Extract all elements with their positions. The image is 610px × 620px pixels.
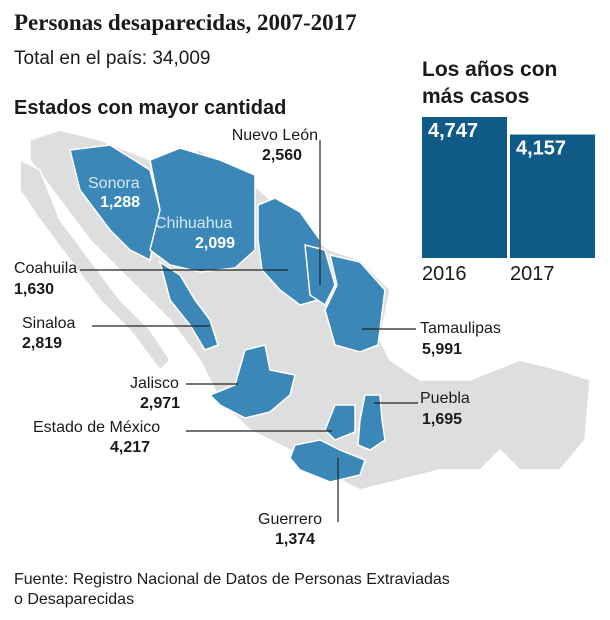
source: Fuente: Registro Nacional de Datos de Pe… — [14, 571, 450, 588]
source: o Desaparecidas — [14, 591, 134, 608]
state-labels: Nuevo León 2,560 Sonora 1,288 Chihuahua … — [14, 127, 501, 548]
state — [324, 404, 356, 441]
state — [158, 260, 219, 351]
state-value: 2,971 — [140, 395, 180, 412]
map-title: Estados con mayor cantidad — [14, 97, 286, 119]
bar-value-label: 4,747 — [428, 120, 478, 142]
land — [19, 158, 171, 372]
bar-chart: Los años con más casos — [422, 58, 557, 108]
state-name: Coahuila — [14, 260, 77, 277]
bar — [510, 134, 595, 258]
subtitle: Total en el país: 34,009 — [14, 48, 210, 69]
state — [149, 147, 256, 273]
chart-title: Los años con — [422, 58, 557, 81]
bar — [422, 117, 507, 258]
state-value: 1,695 — [422, 411, 462, 428]
bar-value-label: 4,157 — [516, 138, 566, 160]
state-value: 1,288 — [100, 194, 140, 211]
state-value: 4,217 — [110, 439, 150, 456]
state-name: Estado de México — [33, 419, 160, 436]
state-name: Guerrero — [258, 511, 322, 528]
state-name: Sonora — [88, 175, 140, 192]
state — [69, 144, 161, 262]
state-value: 1,630 — [14, 281, 54, 298]
state — [324, 253, 386, 353]
state-name: Sinaloa — [22, 315, 75, 332]
state-value: 2,099 — [195, 235, 235, 252]
leaders — [80, 140, 418, 522]
state-name: Chihuahua — [155, 215, 233, 232]
state-name: Puebla — [420, 390, 470, 407]
state-value: 5,991 — [422, 341, 462, 358]
chart-title: más casos — [422, 85, 529, 108]
x-tick-label: 2016 — [422, 263, 467, 285]
state — [357, 394, 386, 451]
title: Personas desaparecidas, 2007-2017 — [14, 10, 357, 35]
state-value: 2,819 — [22, 335, 62, 352]
state — [257, 197, 321, 306]
state — [208, 344, 296, 419]
state-name: Nuevo León — [232, 127, 318, 144]
state-name: Tamaulipas — [420, 320, 501, 337]
state — [289, 439, 366, 483]
state-name: Jalisco — [130, 375, 179, 392]
state-value: 1,374 — [275, 531, 315, 548]
state-value: 2,560 — [262, 147, 302, 164]
x-tick-label: 2017 — [510, 263, 555, 285]
